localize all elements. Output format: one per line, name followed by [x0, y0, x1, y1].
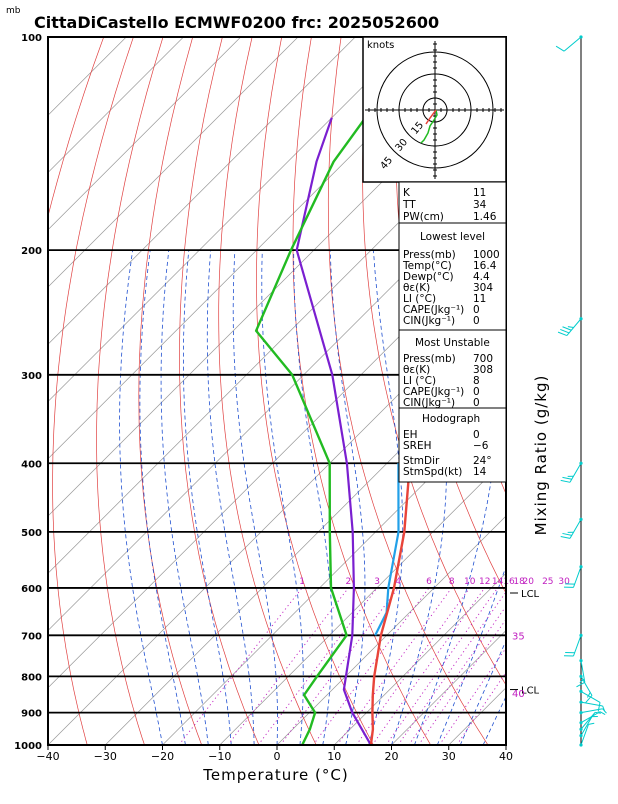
mixing-ratio-axis-label: Mixing Ratio (g/kg) — [532, 375, 550, 536]
x-tick-label: 40 — [499, 750, 513, 763]
mixing-ratio-label: 6 — [426, 577, 432, 587]
sreh-value: −6 — [473, 440, 489, 452]
mixing-ratio-label: 8 — [449, 577, 455, 587]
pw-label: PW(cm) — [403, 211, 444, 223]
side-label: 40 — [512, 689, 525, 700]
pressure-tick-label: 300 — [21, 371, 42, 382]
sreh-label: SREH — [403, 440, 432, 452]
pressure-tick-label: 700 — [21, 631, 42, 642]
mixing-ratio-label: 20 — [522, 577, 534, 587]
pressure-tick-label: 500 — [21, 528, 42, 539]
mu-cin-label: CIN(Jkg⁻¹) — [403, 397, 455, 409]
mixing-ratio-label: 3 — [374, 577, 380, 587]
tt-index-value: 34 — [473, 199, 487, 211]
pw-value: 1.46 — [473, 211, 497, 223]
pressure-tick-label: 800 — [21, 672, 42, 683]
x-tick-label: 20 — [385, 750, 399, 763]
mixing-ratio-label: 10 — [464, 577, 476, 587]
pressure-tick-label: 200 — [21, 246, 42, 257]
mu-cin-value: 0 — [473, 397, 480, 409]
stmspd-label: StmSpd(kt) — [403, 466, 462, 478]
lowest-level-heading: Lowest level — [420, 231, 485, 243]
mixing-ratio-label: 4 — [395, 577, 401, 587]
mixing-ratio-label: 25 — [542, 577, 553, 587]
chart-title: CittaDiCastello ECMWF0200 frc: 202505260… — [34, 13, 439, 32]
x-tick-label: −40 — [36, 750, 59, 763]
mixing-ratio-label: 1 — [299, 577, 305, 587]
pressure-tick-label: 100 — [21, 33, 42, 44]
mixing-ratio-label: 2 — [346, 577, 352, 587]
hodograph: knots 15 30 45 — [363, 37, 506, 182]
k-index-label: K — [403, 187, 411, 199]
lowest-cin-label: CIN(Jkg⁻¹) — [403, 315, 455, 327]
pressure-tick-label: 600 — [21, 584, 42, 595]
hodograph-units: knots — [367, 40, 394, 51]
x-tick-label: −30 — [94, 750, 117, 763]
units-label: mb — [6, 6, 21, 16]
x-tick-label: 10 — [327, 750, 341, 763]
x-tick-label: 30 — [442, 750, 456, 763]
stmspd-value: 14 — [473, 466, 487, 478]
x-axis-label: Temperature (°C) — [202, 766, 348, 784]
lowest-cin-value: 0 — [473, 315, 480, 327]
pressure-tick-label: 900 — [21, 709, 42, 720]
pressure-tick-label: 400 — [21, 459, 42, 470]
k-index-value: 11 — [473, 187, 486, 199]
x-tick-label: −10 — [208, 750, 231, 763]
index-panel: K 11 TT 34 PW(cm) 1.46 Lowest level Pres… — [399, 182, 506, 482]
x-tick-label: 0 — [274, 750, 281, 763]
mixing-ratio-label: 30 — [558, 577, 570, 587]
tt-index-label: TT — [402, 199, 416, 211]
mixing-ratio-label: 14 — [492, 577, 504, 587]
hodograph-heading: Hodograph — [422, 413, 480, 425]
x-tick-label: −20 — [151, 750, 174, 763]
lcl-label: LCL — [521, 589, 540, 600]
mixing-ratio-label: 12 — [479, 577, 490, 587]
most-unstable-heading: Most Unstable — [415, 337, 490, 349]
side-label: 35 — [512, 631, 525, 642]
